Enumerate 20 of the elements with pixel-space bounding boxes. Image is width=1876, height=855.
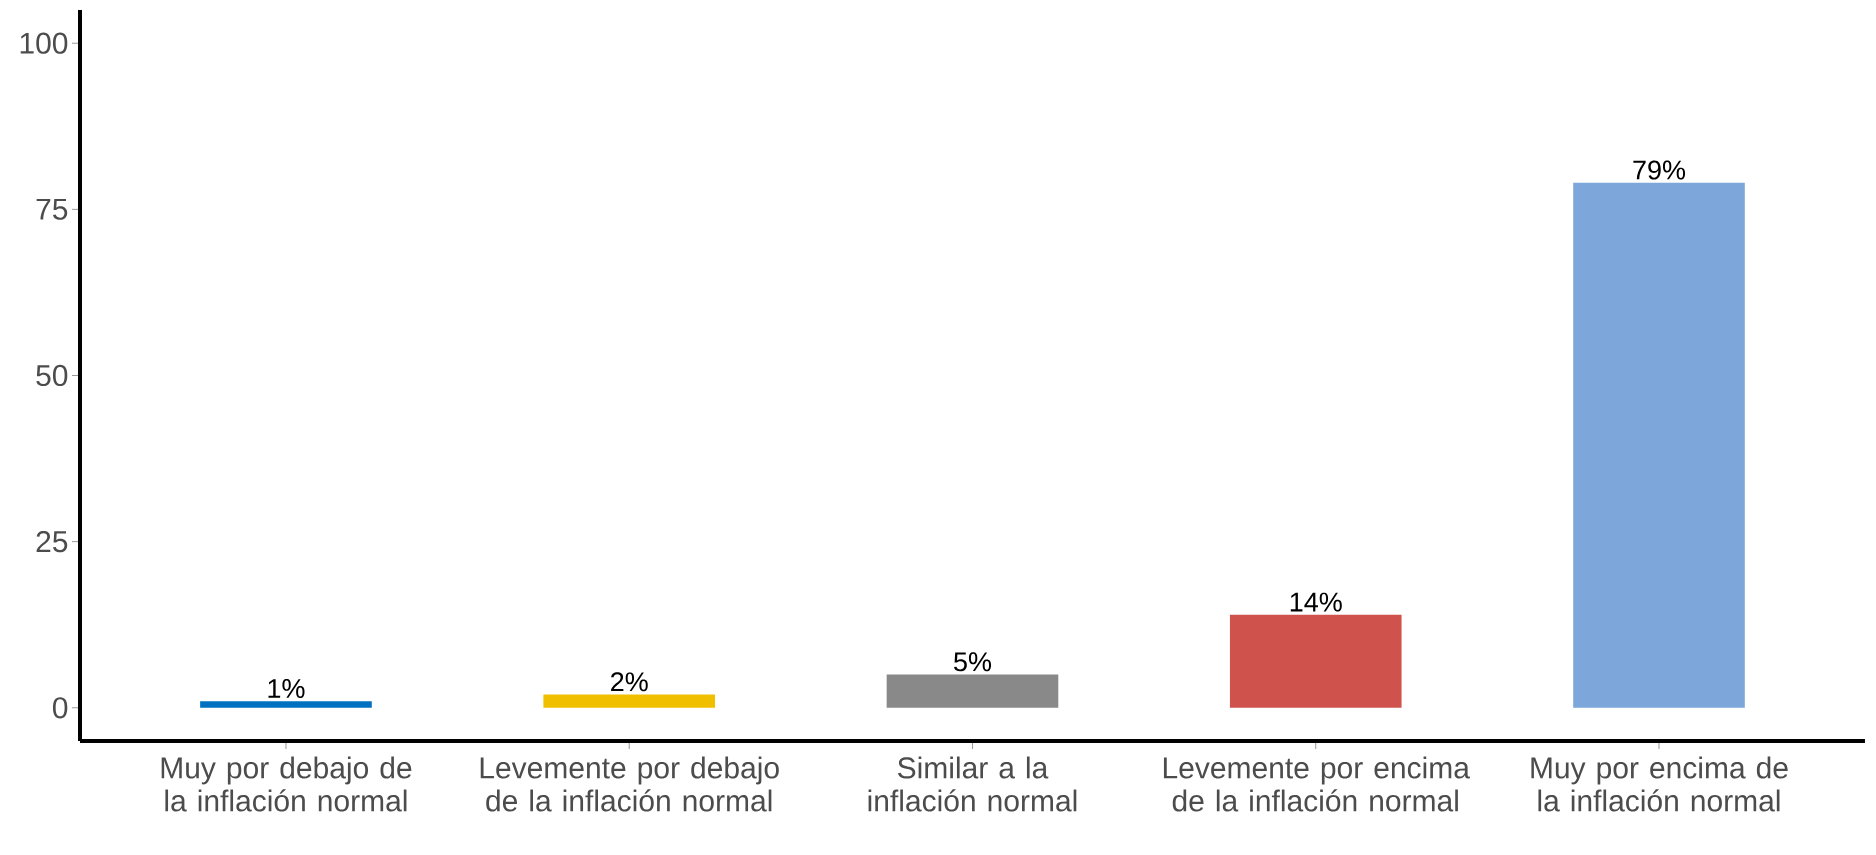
x-tick-label: Levemente por debajo de la inflación normal (480, 756, 779, 812)
y-tick-label: 0 (52, 697, 68, 719)
x-tick-label: Levemente por encima de la inflación normal (1163, 756, 1470, 812)
y-tick-label: 25 (36, 531, 68, 553)
data-label: 5% (954, 652, 992, 672)
y-tick-label: 100 (20, 32, 68, 54)
data-label: 14% (1290, 592, 1342, 612)
data-label: 1% (268, 679, 305, 698)
bar (200, 701, 372, 708)
bar (1573, 182, 1745, 708)
x-tick-label: Similar a la inflación normal (868, 756, 1077, 812)
x-tick-label: Muy por encima de la inflación normal (1531, 756, 1788, 812)
bar (543, 694, 716, 708)
y-tick-label: 75 (36, 198, 68, 220)
bar (886, 674, 1059, 708)
x-tick-label: Muy por debajo de la inflación normal (161, 756, 412, 812)
y-tick-label: 50 (36, 364, 68, 387)
data-label: 2% (611, 672, 648, 692)
bar (1229, 614, 1402, 708)
data-label: 79% (1633, 160, 1686, 180)
